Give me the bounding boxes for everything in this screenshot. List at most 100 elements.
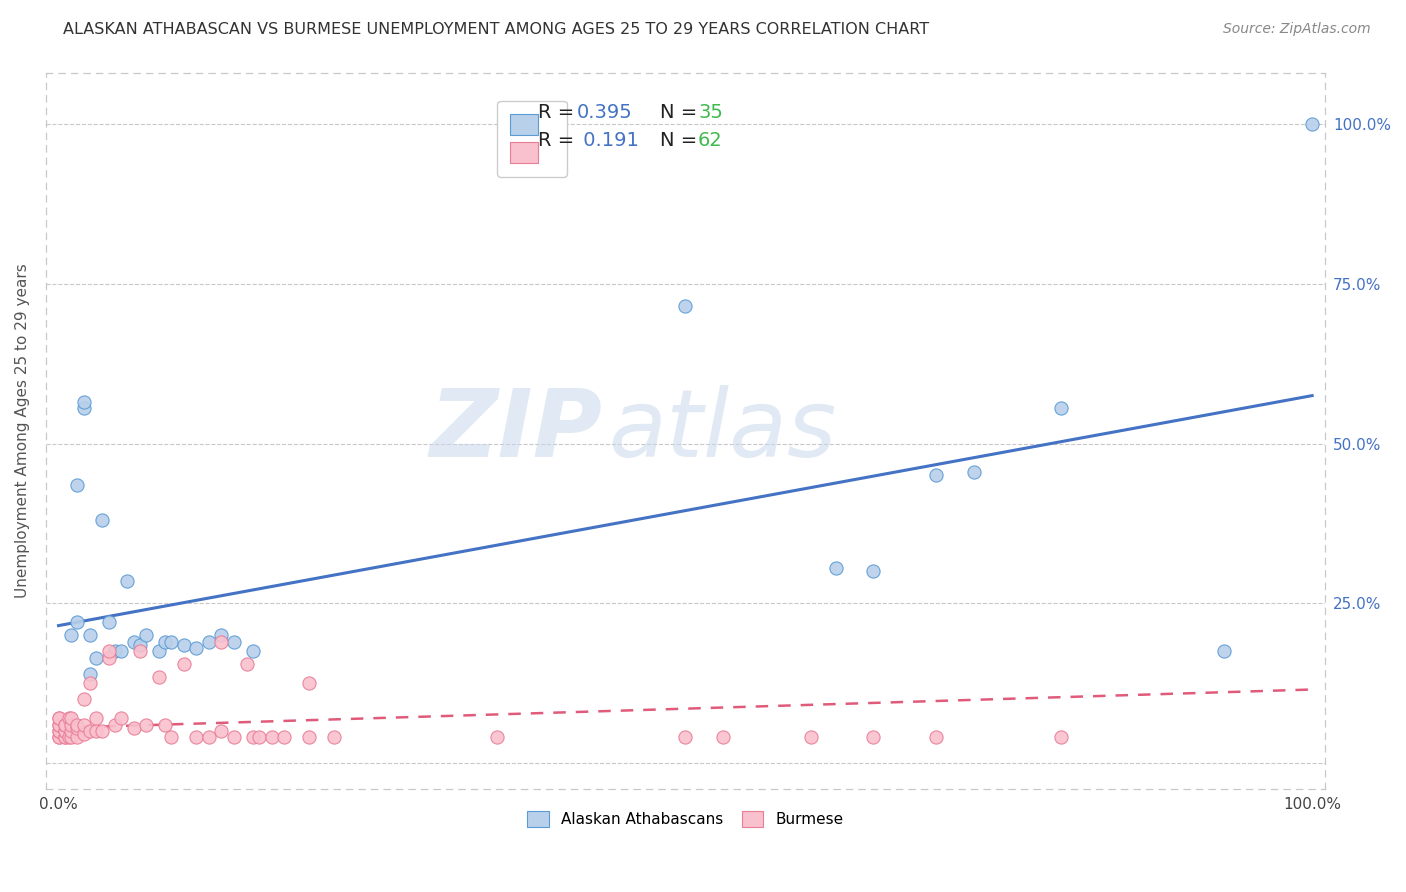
- Point: [72, 401, 94, 416]
- Text: 35: 35: [699, 103, 723, 122]
- Point: [153, 634, 176, 648]
- Point: [273, 731, 295, 745]
- Point: [79, 676, 101, 690]
- Point: [148, 670, 170, 684]
- Point: [862, 731, 884, 745]
- Y-axis label: Unemployment Among Ages 25 to 29 years: Unemployment Among Ages 25 to 29 years: [15, 263, 30, 599]
- Point: [72, 727, 94, 741]
- Point: [84, 711, 107, 725]
- Point: [135, 717, 157, 731]
- Point: [66, 478, 89, 492]
- Text: N =: N =: [659, 131, 703, 151]
- Point: [1050, 731, 1073, 745]
- Point: [122, 721, 145, 735]
- Point: [66, 717, 89, 731]
- Text: 62: 62: [699, 131, 723, 151]
- Point: [53, 721, 76, 735]
- Legend: Alaskan Athabascans, Burmese: Alaskan Athabascans, Burmese: [520, 804, 851, 835]
- Point: [48, 731, 70, 745]
- Point: [60, 731, 83, 745]
- Point: [72, 692, 94, 706]
- Point: [673, 299, 696, 313]
- Point: [135, 628, 157, 642]
- Point: [486, 731, 509, 745]
- Point: [79, 666, 101, 681]
- Point: [91, 724, 114, 739]
- Point: [1050, 401, 1073, 416]
- Point: [72, 717, 94, 731]
- Point: [97, 650, 120, 665]
- Point: [186, 640, 208, 655]
- Point: [211, 628, 233, 642]
- Point: [110, 644, 132, 658]
- Point: [48, 711, 70, 725]
- Point: [298, 676, 321, 690]
- Point: [84, 724, 107, 739]
- Point: [298, 731, 321, 745]
- Point: [824, 561, 846, 575]
- Text: R =: R =: [538, 131, 581, 151]
- Text: ALASKAN ATHABASCAN VS BURMESE UNEMPLOYMENT AMONG AGES 25 TO 29 YEARS CORRELATION: ALASKAN ATHABASCAN VS BURMESE UNEMPLOYME…: [63, 22, 929, 37]
- Text: atlas: atlas: [609, 385, 837, 476]
- Point: [800, 731, 823, 745]
- Point: [58, 731, 80, 745]
- Point: [148, 644, 170, 658]
- Text: N =: N =: [659, 103, 703, 122]
- Point: [323, 731, 346, 745]
- Point: [60, 711, 83, 725]
- Point: [160, 731, 183, 745]
- Point: [110, 711, 132, 725]
- Point: [104, 717, 127, 731]
- Point: [211, 634, 233, 648]
- Point: [173, 638, 195, 652]
- Point: [247, 731, 270, 745]
- Point: [66, 615, 89, 630]
- Point: [211, 724, 233, 739]
- Text: Source: ZipAtlas.com: Source: ZipAtlas.com: [1223, 22, 1371, 37]
- Point: [198, 634, 221, 648]
- Point: [60, 724, 83, 739]
- Point: [58, 711, 80, 725]
- Point: [925, 731, 948, 745]
- Text: 0.395: 0.395: [576, 103, 633, 122]
- Point: [53, 724, 76, 739]
- Text: R =: R =: [538, 103, 581, 122]
- Point: [260, 731, 283, 745]
- Point: [53, 731, 76, 745]
- Point: [242, 644, 264, 658]
- Point: [91, 513, 114, 527]
- Point: [48, 724, 70, 739]
- Point: [1301, 117, 1323, 131]
- Point: [48, 717, 70, 731]
- Text: ZIP: ZIP: [429, 384, 602, 476]
- Point: [129, 638, 152, 652]
- Point: [186, 731, 208, 745]
- Point: [66, 731, 89, 745]
- Point: [84, 650, 107, 665]
- Point: [104, 644, 127, 658]
- Point: [48, 711, 70, 725]
- Point: [122, 634, 145, 648]
- Point: [173, 657, 195, 671]
- Point: [48, 724, 70, 739]
- Point: [72, 395, 94, 409]
- Point: [198, 731, 221, 745]
- Text: 0.191: 0.191: [576, 131, 638, 151]
- Point: [862, 564, 884, 578]
- Point: [160, 634, 183, 648]
- Point: [1213, 644, 1236, 658]
- Point: [925, 468, 948, 483]
- Point: [153, 717, 176, 731]
- Point: [60, 721, 83, 735]
- Point: [48, 717, 70, 731]
- Point: [79, 724, 101, 739]
- Point: [117, 574, 139, 588]
- Point: [53, 717, 76, 731]
- Point: [53, 731, 76, 745]
- Point: [222, 634, 245, 648]
- Point: [129, 644, 152, 658]
- Point: [53, 717, 76, 731]
- Point: [242, 731, 264, 745]
- Point: [97, 644, 120, 658]
- Point: [222, 731, 245, 745]
